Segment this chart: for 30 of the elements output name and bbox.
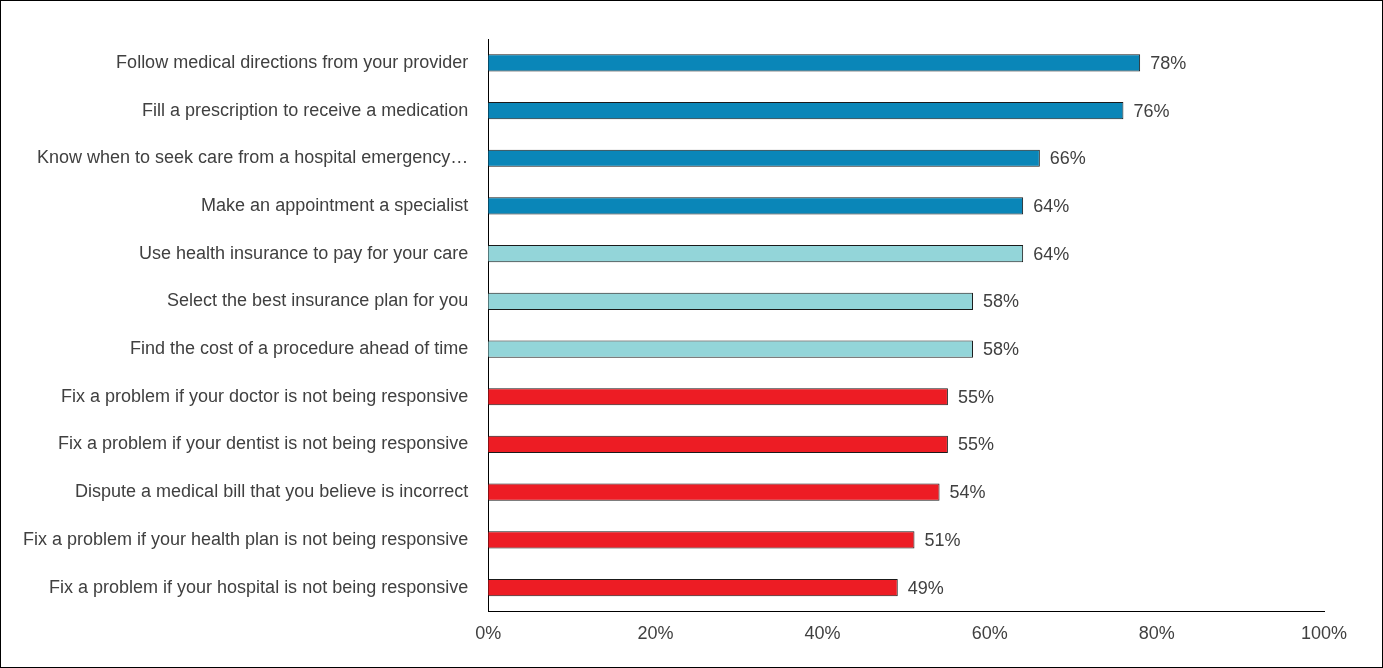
data-label: 54% <box>949 482 986 503</box>
data-label: 55% <box>957 386 994 407</box>
x-tick-label: 20% <box>637 623 674 644</box>
data-label: 58% <box>982 291 1020 312</box>
data-label: 64% <box>1033 195 1070 216</box>
data-label: 51% <box>924 529 961 550</box>
data-label: 78% <box>1150 52 1187 73</box>
y-tick-label: Find the cost of a procedure ahead of time <box>130 338 469 359</box>
data-label: 49% <box>907 577 944 598</box>
data-label: 76% <box>1133 100 1170 121</box>
data-label: 66% <box>1049 148 1086 169</box>
x-tick-label: 100% <box>1300 623 1348 644</box>
y-tick-label: Use health insurance to pay for your care <box>139 242 469 263</box>
data-label: 55% <box>957 434 994 455</box>
y-tick-label: Fix a problem if your hospital is not being responsive <box>49 576 469 597</box>
x-tick-label: 80% <box>1138 623 1175 644</box>
y-tick-label: Fix a problem if your dentist is not being responsive <box>58 433 469 454</box>
y-tick-label: Fill a prescription to receive a medication <box>142 99 469 120</box>
x-tick-label: 40% <box>804 623 841 644</box>
y-tick-label: Know when to seek care from a hospital emergency… <box>37 147 469 168</box>
y-tick-label: Make an appointment a specialist <box>201 194 469 215</box>
y-tick-label: Follow medical directions from your provider <box>116 51 469 72</box>
y-tick-label: Dispute a medical bill that you believe is incorrect <box>75 481 469 502</box>
data-label: 64% <box>1033 243 1070 264</box>
y-tick-label: Fix a problem if your doctor is not being responsive <box>61 385 469 406</box>
x-tick-label: 60% <box>971 623 1008 644</box>
y-tick-label: Fix a problem if your health plan is not being responsive <box>23 528 469 549</box>
y-tick-label: Select the best insurance plan for you <box>167 290 469 311</box>
data-label: 58% <box>982 339 1020 360</box>
x-tick-label: 0% <box>475 623 502 644</box>
